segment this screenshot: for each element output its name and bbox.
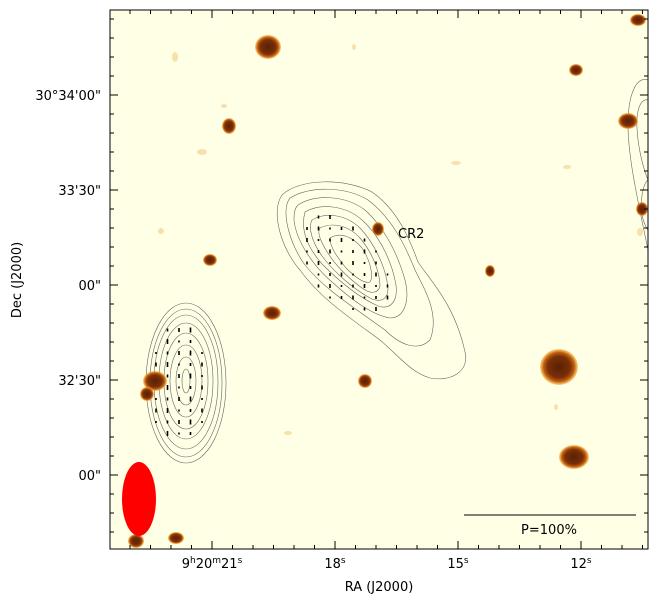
plot-area (110, 10, 648, 549)
compact-source (203, 254, 217, 266)
axis-ticks (110, 10, 648, 549)
compact-source (140, 387, 154, 401)
compact-source (540, 349, 578, 385)
compact-source (128, 534, 144, 548)
x-tick-label: 9h20m21s (182, 556, 243, 572)
y-tick-label: 00" (78, 469, 101, 484)
x-tick-label: 12s (570, 556, 592, 572)
compact-sources (128, 14, 648, 548)
x-tick-labels: 9h20m21s 18s 15s 12s (182, 556, 592, 572)
compact-source (630, 14, 646, 26)
x-axis-label: RA (J2000) (345, 580, 414, 595)
x-tick-label: 15s (447, 556, 469, 572)
compact-source (485, 265, 495, 277)
y-tick-label: 00" (78, 279, 101, 294)
y-axis-label: Dec (J2000) (10, 242, 25, 318)
faint-emission (158, 44, 643, 435)
scale-bar-label: P=100% (521, 523, 577, 538)
compact-source (372, 222, 384, 236)
compact-source (618, 113, 638, 129)
source-label-cr2: CR2 (398, 227, 424, 242)
y-tick-label: 30°34'00" (35, 89, 101, 104)
plot-frame (109, 9, 649, 550)
compact-source (143, 371, 167, 391)
compact-source (222, 118, 236, 134)
x-tick-label: 18s (324, 556, 346, 572)
polarization-vectors (155, 215, 389, 436)
compact-source (569, 64, 583, 76)
compact-source (636, 202, 648, 216)
compact-source (168, 532, 184, 544)
compact-source (559, 445, 589, 469)
compact-source (263, 306, 281, 320)
beam-ellipse (122, 462, 156, 536)
compact-source (255, 35, 281, 59)
y-tick-label: 33'30" (58, 184, 101, 199)
compact-source (358, 374, 372, 388)
y-tick-label: 32'30" (58, 374, 101, 389)
y-tick-labels: 30°34'00" 33'30" 00" 32'30" 00" (35, 89, 101, 484)
